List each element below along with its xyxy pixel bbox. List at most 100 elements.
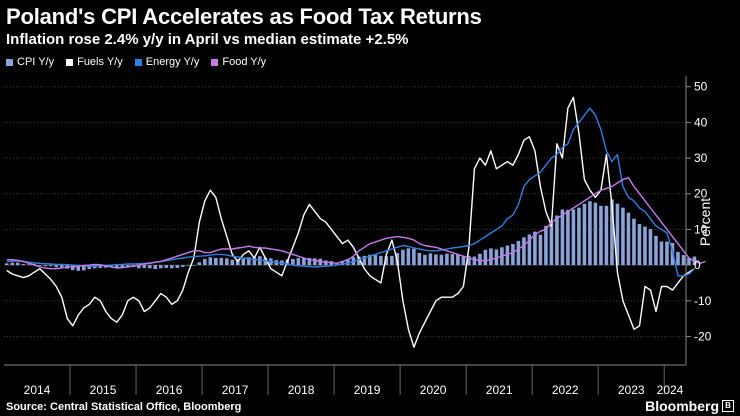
y-tick-label: 10 [694, 222, 708, 236]
cpi-bar [637, 224, 642, 266]
cpi-bar [511, 244, 515, 266]
x-tick-label: 2023 [618, 383, 645, 397]
y-tick-label: 40 [694, 115, 708, 129]
cpi-bar [648, 229, 653, 266]
x-tick-label: 2024 [657, 383, 684, 397]
cpi-bar [87, 265, 92, 270]
cpi-bar [538, 234, 543, 266]
cpi-bar [560, 209, 565, 266]
food-line [6, 177, 706, 270]
cpi-bar [219, 257, 224, 266]
cpi-bar [54, 265, 59, 268]
cpi-bar [148, 265, 152, 269]
legend-swatch-fuels [66, 58, 74, 66]
y-tick-label: -20 [694, 329, 712, 343]
brand-name: Bloomberg [645, 398, 719, 414]
cpi-bar [489, 248, 493, 266]
cpi-bar [126, 265, 130, 268]
y-tick-label: 30 [694, 151, 708, 165]
legend: CPI Y/y Fuels Y/y Energy Y/y Food Y/y [6, 56, 266, 68]
legend-entry-food: Food Y/y [211, 56, 266, 68]
cpi-bar [522, 237, 526, 266]
source-note: Source: Central Statistical Office, Bloo… [6, 401, 242, 413]
cpi-bar [137, 265, 141, 269]
cpi-bar [610, 199, 614, 266]
cpi-bar [4, 263, 9, 266]
cpi-bar [445, 253, 449, 266]
cpi-bar [676, 251, 680, 266]
cpi-bar [423, 254, 427, 266]
legend-label-cpi: CPI Y/y [17, 56, 55, 68]
cpi-bar [170, 265, 174, 269]
x-tick-label: 2014 [24, 383, 51, 397]
x-tick-label: 2022 [552, 383, 579, 397]
cpi-bar [604, 205, 609, 266]
cpi-bar [643, 226, 647, 266]
cpi-bar [197, 262, 202, 266]
cpi-bar [571, 209, 576, 266]
cpi-bar [593, 202, 598, 266]
cpi-bar [659, 241, 664, 266]
cpi-bar [373, 254, 378, 266]
x-tick-label: 2018 [288, 383, 315, 397]
cpi-bar [665, 241, 669, 266]
cpi-bar [10, 262, 15, 266]
cpi-bar [142, 265, 147, 268]
cpi-bar [428, 253, 433, 266]
cpi-bar [516, 240, 521, 266]
cpi-bar [450, 254, 455, 266]
cpi-bar [582, 203, 587, 266]
energy-line [6, 107, 695, 277]
cpi-bar [494, 249, 499, 266]
cpi-bar [599, 205, 603, 266]
cpi-bar [687, 257, 691, 266]
cpi-bar [340, 260, 345, 266]
cpi-bar [241, 258, 246, 266]
cpi-bar [302, 257, 306, 266]
chart-title: Poland's CPI Accelerates as Food Tax Ret… [6, 4, 482, 29]
cpi-bar [577, 207, 581, 266]
x-tick-label: 2020 [420, 383, 447, 397]
legend-swatch-cpi [6, 58, 13, 66]
cpi-bar [48, 265, 53, 267]
cpi-bar [109, 265, 114, 268]
cpi-bar [461, 256, 466, 266]
cpi-bar [59, 265, 64, 268]
cpi-bar [544, 225, 548, 266]
legend-label-food: Food Y/y [222, 56, 267, 68]
cpi-bar [439, 254, 444, 266]
cpi-bar [390, 255, 394, 266]
cpi-bar [114, 265, 119, 268]
cpi-bar [566, 209, 570, 266]
legend-entry-energy: Energy Y/y [134, 56, 199, 68]
y-tick-label: 20 [694, 187, 708, 201]
cpi-bar [670, 242, 675, 266]
cpi-bar [472, 256, 477, 266]
cpi-bar [81, 265, 86, 271]
legend-swatch-energy [134, 58, 142, 66]
cpi-bar [192, 265, 196, 266]
y-tick-label: 0 [694, 258, 701, 272]
cpi-bar [296, 257, 301, 266]
cpi-bar [175, 265, 180, 268]
cpi-bar [230, 259, 235, 266]
cpi-bar [186, 265, 191, 266]
cpi-bar [368, 254, 372, 266]
cpi-bar [434, 254, 438, 266]
cpi-bar [203, 259, 207, 266]
cpi-bar [621, 207, 625, 266]
cpi-bar [252, 257, 257, 266]
cpi-bar [225, 258, 229, 266]
x-tick-label: 2021 [486, 383, 513, 397]
cpi-bar [549, 220, 554, 266]
cpi-bar [164, 265, 169, 268]
cpi-bar [181, 265, 185, 267]
cpi-bar [384, 256, 389, 266]
cpi-bar [247, 257, 251, 266]
cpi-bar [362, 255, 367, 266]
cpi-bar [76, 265, 81, 271]
cpi-bar [291, 259, 295, 266]
cpi-bar [159, 265, 163, 269]
cpi-bar [313, 258, 317, 266]
